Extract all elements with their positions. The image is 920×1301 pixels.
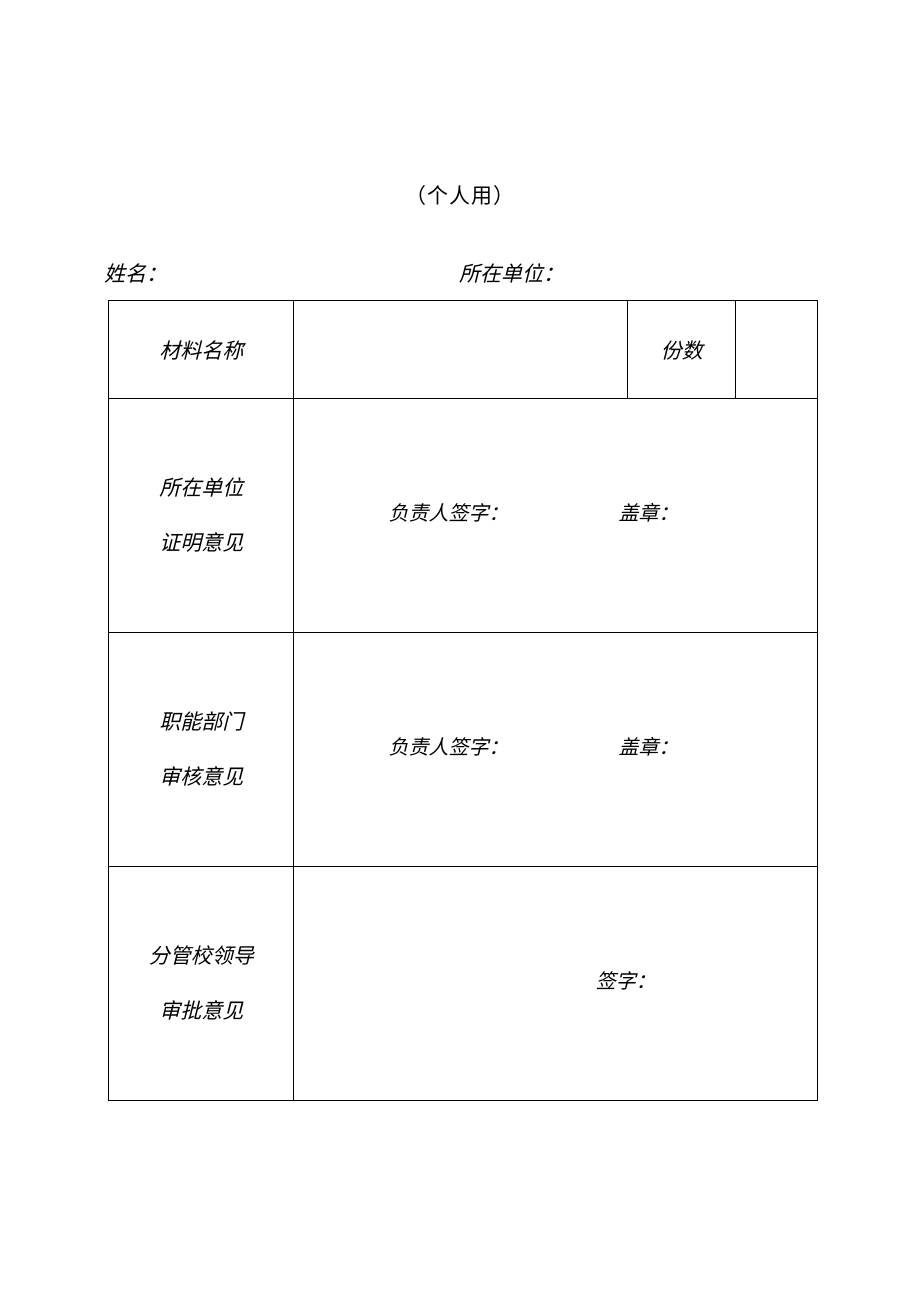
unit-responsible-sign-label: 负责人签字： bbox=[388, 497, 618, 526]
header-row: 姓名： 所在单位： bbox=[100, 258, 820, 288]
dept-opinion-label-cell: 职能部门 审核意见 bbox=[109, 633, 294, 867]
table-row-dept-opinion: 职能部门 审核意见 负责人签字： 盖章： bbox=[109, 633, 818, 867]
unit-opinion-label-line1: 所在单位 bbox=[159, 476, 243, 500]
unit-opinion-label-line2: 证明意见 bbox=[159, 531, 243, 555]
dept-opinion-label-line2: 审核意见 bbox=[159, 765, 243, 789]
leader-sign-label: 签字： bbox=[596, 971, 656, 993]
name-label: 姓名： bbox=[104, 258, 459, 288]
copies-label: 份数 bbox=[661, 339, 703, 363]
dept-opinion-content[interactable]: 负责人签字： 盖章： bbox=[294, 633, 818, 867]
material-name-value[interactable] bbox=[294, 301, 628, 399]
subtitle: （个人用） bbox=[100, 180, 820, 210]
dept-opinion-sign-line: 负责人签字： 盖章： bbox=[294, 731, 817, 760]
unit-label: 所在单位： bbox=[459, 258, 564, 288]
leader-approval-label-cell: 分管校领导 审批意见 bbox=[109, 867, 294, 1101]
dept-stamp-label: 盖章： bbox=[618, 731, 678, 760]
copies-value[interactable] bbox=[736, 301, 818, 399]
leader-sign-line: 签字： bbox=[294, 965, 817, 994]
table-row-header: 材料名称 份数 bbox=[109, 301, 818, 399]
form-table: 材料名称 份数 所在单位 证明意见 负责人签字： 盖章： 职能部门 bbox=[108, 300, 818, 1101]
table-row-leader-approval: 分管校领导 审批意见 签字： bbox=[109, 867, 818, 1101]
unit-opinion-label-cell: 所在单位 证明意见 bbox=[109, 399, 294, 633]
copies-label-cell: 份数 bbox=[628, 301, 736, 399]
page-container: （个人用） 姓名： 所在单位： 材料名称 份数 所在单位 证明意见 负责人签字： bbox=[0, 0, 920, 1101]
table-row-unit-opinion: 所在单位 证明意见 负责人签字： 盖章： bbox=[109, 399, 818, 633]
unit-stamp-label: 盖章： bbox=[618, 497, 678, 526]
unit-opinion-sign-line: 负责人签字： 盖章： bbox=[294, 497, 817, 526]
leader-approval-label-line1: 分管校领导 bbox=[149, 944, 254, 968]
dept-responsible-sign-label: 负责人签字： bbox=[388, 731, 618, 760]
unit-opinion-content[interactable]: 负责人签字： 盖章： bbox=[294, 399, 818, 633]
leader-approval-content[interactable]: 签字： bbox=[294, 867, 818, 1101]
leader-approval-label-line2: 审批意见 bbox=[159, 999, 243, 1023]
dept-opinion-label-line1: 职能部门 bbox=[159, 710, 243, 734]
material-name-label: 材料名称 bbox=[159, 339, 243, 363]
material-name-cell: 材料名称 bbox=[109, 301, 294, 399]
